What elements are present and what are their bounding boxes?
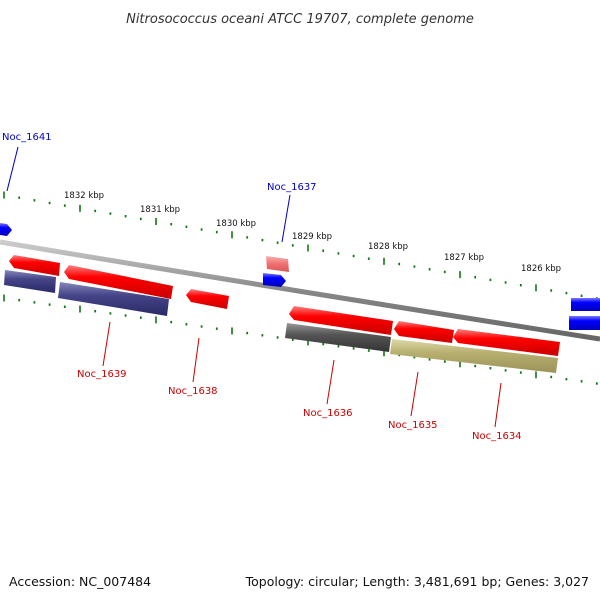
- accession-text: Accession: NC_007484: [9, 574, 151, 589]
- connector-noc-1641: [6, 146, 19, 192]
- upper-scale-ruler: [3, 191, 598, 300]
- connector-noc-1636: [326, 359, 335, 405]
- map-title: Nitrosococcus oceani ATCC 19707, complet…: [126, 12, 474, 27]
- gene-label-noc-1634[interactable]: Noc_1634: [472, 431, 522, 442]
- scale-label-1829-kbp: 1829 kbp: [292, 232, 332, 242]
- gene-label-noc-1641[interactable]: Noc_1641: [2, 132, 52, 143]
- gene-label-noc-1637[interactable]: Noc_1637: [267, 182, 317, 193]
- gene-label-noc-1638[interactable]: Noc_1638: [168, 386, 218, 397]
- gene-label-noc-1635[interactable]: Noc_1635: [388, 420, 438, 431]
- gene-block-faded-feature[interactable]: [266, 256, 289, 272]
- track-block-navy-2[interactable]: [58, 282, 169, 316]
- secondary-tracks: [4, 270, 558, 373]
- gene-block-noc-1639-a[interactable]: [9, 255, 60, 276]
- gene-block-right-upper[interactable]: [571, 298, 600, 311]
- connector-noc-1634: [494, 382, 502, 428]
- track-block-olive[interactable]: [390, 339, 558, 373]
- minus-strand-features: [9, 255, 560, 356]
- scale-label-1828-kbp: 1828 kbp: [368, 242, 408, 252]
- gene-block-noc-1639-b[interactable]: [64, 265, 173, 299]
- connector-noc-1637: [281, 194, 291, 243]
- connector-noc-1638: [192, 337, 200, 383]
- track-block-gray[interactable]: [285, 323, 391, 352]
- scale-label-1832-kbp: 1832 kbp: [64, 191, 104, 201]
- topology-text: Topology: circular; Length: 3,481,691 bp…: [245, 574, 589, 589]
- gene-block-noc-1636[interactable]: [289, 306, 393, 335]
- gene-block-noc-1634[interactable]: [453, 329, 560, 356]
- gene-block-noc-1641[interactable]: [0, 223, 12, 236]
- gene-block-right-lower[interactable]: [569, 316, 600, 330]
- scale-label-1827-kbp: 1827 kbp: [444, 253, 484, 263]
- label-connectors: [6, 146, 502, 428]
- plus-strand-features: [0, 223, 600, 330]
- gene-label-noc-1639[interactable]: Noc_1639: [77, 369, 127, 380]
- connector-noc-1639: [102, 321, 111, 367]
- gene-block-noc-1635[interactable]: [394, 321, 454, 343]
- genome-backbone: [0, 239, 600, 342]
- scale-labels: 1832 kbp 1831 kbp 1830 kbp 1829 kbp 1828…: [64, 191, 561, 274]
- gene-block-noc-1638[interactable]: [186, 289, 229, 309]
- scale-label-1831-kbp: 1831 kbp: [140, 205, 180, 215]
- connector-noc-1635: [410, 371, 419, 417]
- gene-block-noc-1637[interactable]: [263, 273, 286, 287]
- track-block-navy-1[interactable]: [4, 270, 56, 293]
- scale-label-1826-kbp: 1826 kbp: [521, 264, 561, 274]
- gene-labels: Noc_1641 Noc_1637 Noc_1639 Noc_1638 Noc_…: [2, 132, 522, 442]
- gene-label-noc-1636[interactable]: Noc_1636: [303, 408, 353, 419]
- scale-label-1830-kbp: 1830 kbp: [216, 219, 256, 229]
